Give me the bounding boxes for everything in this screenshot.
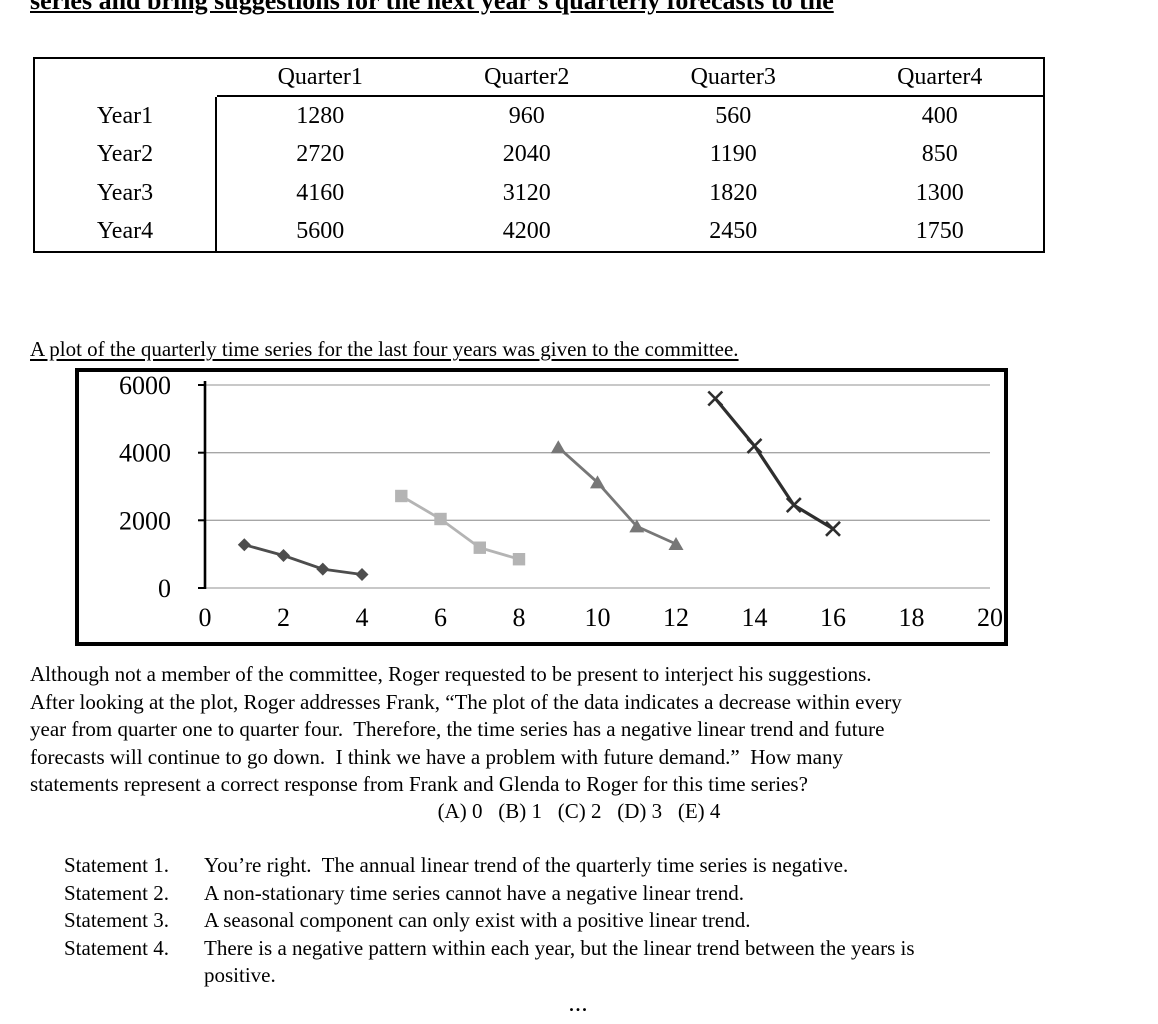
- statement-row: Statement 1. You’re right. The annual li…: [64, 852, 915, 880]
- svg-text:2: 2: [277, 603, 290, 632]
- data-cell: 1300: [915, 179, 964, 206]
- svg-text:18: 18: [899, 603, 925, 632]
- statement-row: Statement 3. A seasonal component can on…: [64, 907, 915, 935]
- svg-text:20: 20: [977, 603, 1003, 632]
- svg-text:8: 8: [513, 603, 526, 632]
- svg-text:12: 12: [663, 603, 689, 632]
- column-header-quarter1: Quarter1: [217, 59, 424, 97]
- svg-text:2000: 2000: [119, 506, 171, 535]
- year-row-label: Year3: [35, 174, 217, 213]
- column-header-quarter3: Quarter3: [630, 59, 837, 97]
- question-paragraph: Although not a member of the committee, …: [30, 661, 902, 799]
- statements-list: Statement 1. You’re right. The annual li…: [64, 852, 915, 990]
- paragraph-line: After looking at the plot, Roger address…: [30, 689, 902, 714]
- data-cell: 560: [715, 102, 752, 129]
- ellipsis-marker: ...: [569, 995, 589, 1015]
- statement-label: Statement 4.: [64, 935, 169, 960]
- statement-text: There is a negative pattern within each …: [204, 935, 915, 988]
- answer-choices: (A) 0 (B) 1 (C) 2 (D) 3 (E) 4: [437, 799, 721, 823]
- data-cell: 850: [921, 141, 958, 168]
- clipped-header-text: series and bring suggestions for the nex…: [30, 0, 834, 15]
- statement-text: You’re right. The annual linear trend of…: [204, 853, 849, 877]
- paragraph-line: Although not a member of the committee, …: [30, 662, 872, 686]
- data-cell: 400: [921, 102, 958, 129]
- paragraph-line: statements represent a correct response …: [30, 772, 808, 796]
- data-cell: 2450: [709, 218, 758, 245]
- data-cell: 4200: [502, 218, 551, 245]
- data-cell: 2040: [502, 141, 551, 168]
- time-series-chart: 6000 4000 2000 00 2 4 6 8 10 12 14 16 18 20: [119, 372, 1003, 632]
- data-cell: 960: [508, 102, 545, 129]
- column-header-quarter4: Quarter4: [836, 59, 1043, 97]
- svg-text:4: 4: [356, 603, 369, 632]
- quarterly-data-table: Quarter1 Quarter2 Quarter3 Quarter4 Year…: [33, 57, 1045, 253]
- svg-text:6: 6: [434, 603, 447, 632]
- time-series-chart-frame: 6000 4000 2000 0 0 2 4 6 8 10 12 14 16 18 20: [75, 368, 1008, 646]
- year-row-label: Year1: [35, 97, 217, 136]
- data-cell: 5600: [296, 218, 345, 245]
- statement-label: Statement 1.: [64, 853, 169, 877]
- year-row-label: Year2: [35, 135, 217, 174]
- data-cell: 1280: [296, 102, 345, 129]
- data-cell: 1750: [915, 218, 964, 245]
- statement-label: Statement 3.: [64, 908, 169, 932]
- statement-row: Statement 4. There is a negative pattern…: [64, 935, 915, 990]
- year-row-label: Year4: [35, 212, 217, 251]
- statement-row: Statement 2. A non-stationary time serie…: [64, 880, 915, 908]
- svg-text:10: 10: [585, 603, 611, 632]
- svg-text:0: 0: [158, 574, 171, 603]
- paragraph-line: year from quarter one to quarter four. T…: [30, 717, 885, 741]
- paragraph-line: forecasts will continue to go down. I th…: [30, 744, 843, 769]
- svg-text:14: 14: [742, 603, 768, 632]
- column-header-quarter2: Quarter2: [423, 59, 630, 97]
- statement-label: Statement 2.: [64, 880, 169, 905]
- clipped-header-line: series and bring suggestions for the nex…: [30, 0, 1142, 23]
- svg-text:0: 0: [199, 603, 212, 632]
- statement-text: A non-stationary time series cannot have…: [204, 880, 744, 905]
- data-cell: 3120: [502, 179, 551, 206]
- data-cell: 4160: [296, 179, 345, 206]
- svg-text:4000: 4000: [119, 439, 171, 468]
- data-cell: 1820: [709, 179, 758, 206]
- plot-caption: A plot of the quarterly time series for …: [30, 337, 739, 361]
- statement-text: A seasonal component can only exist with…: [204, 908, 751, 932]
- table-corner-cell: [35, 59, 217, 97]
- svg-text:16: 16: [820, 603, 846, 632]
- data-cell: 1190: [709, 141, 757, 168]
- svg-text:6000: 6000: [119, 372, 171, 400]
- data-cell: 2720: [296, 141, 345, 168]
